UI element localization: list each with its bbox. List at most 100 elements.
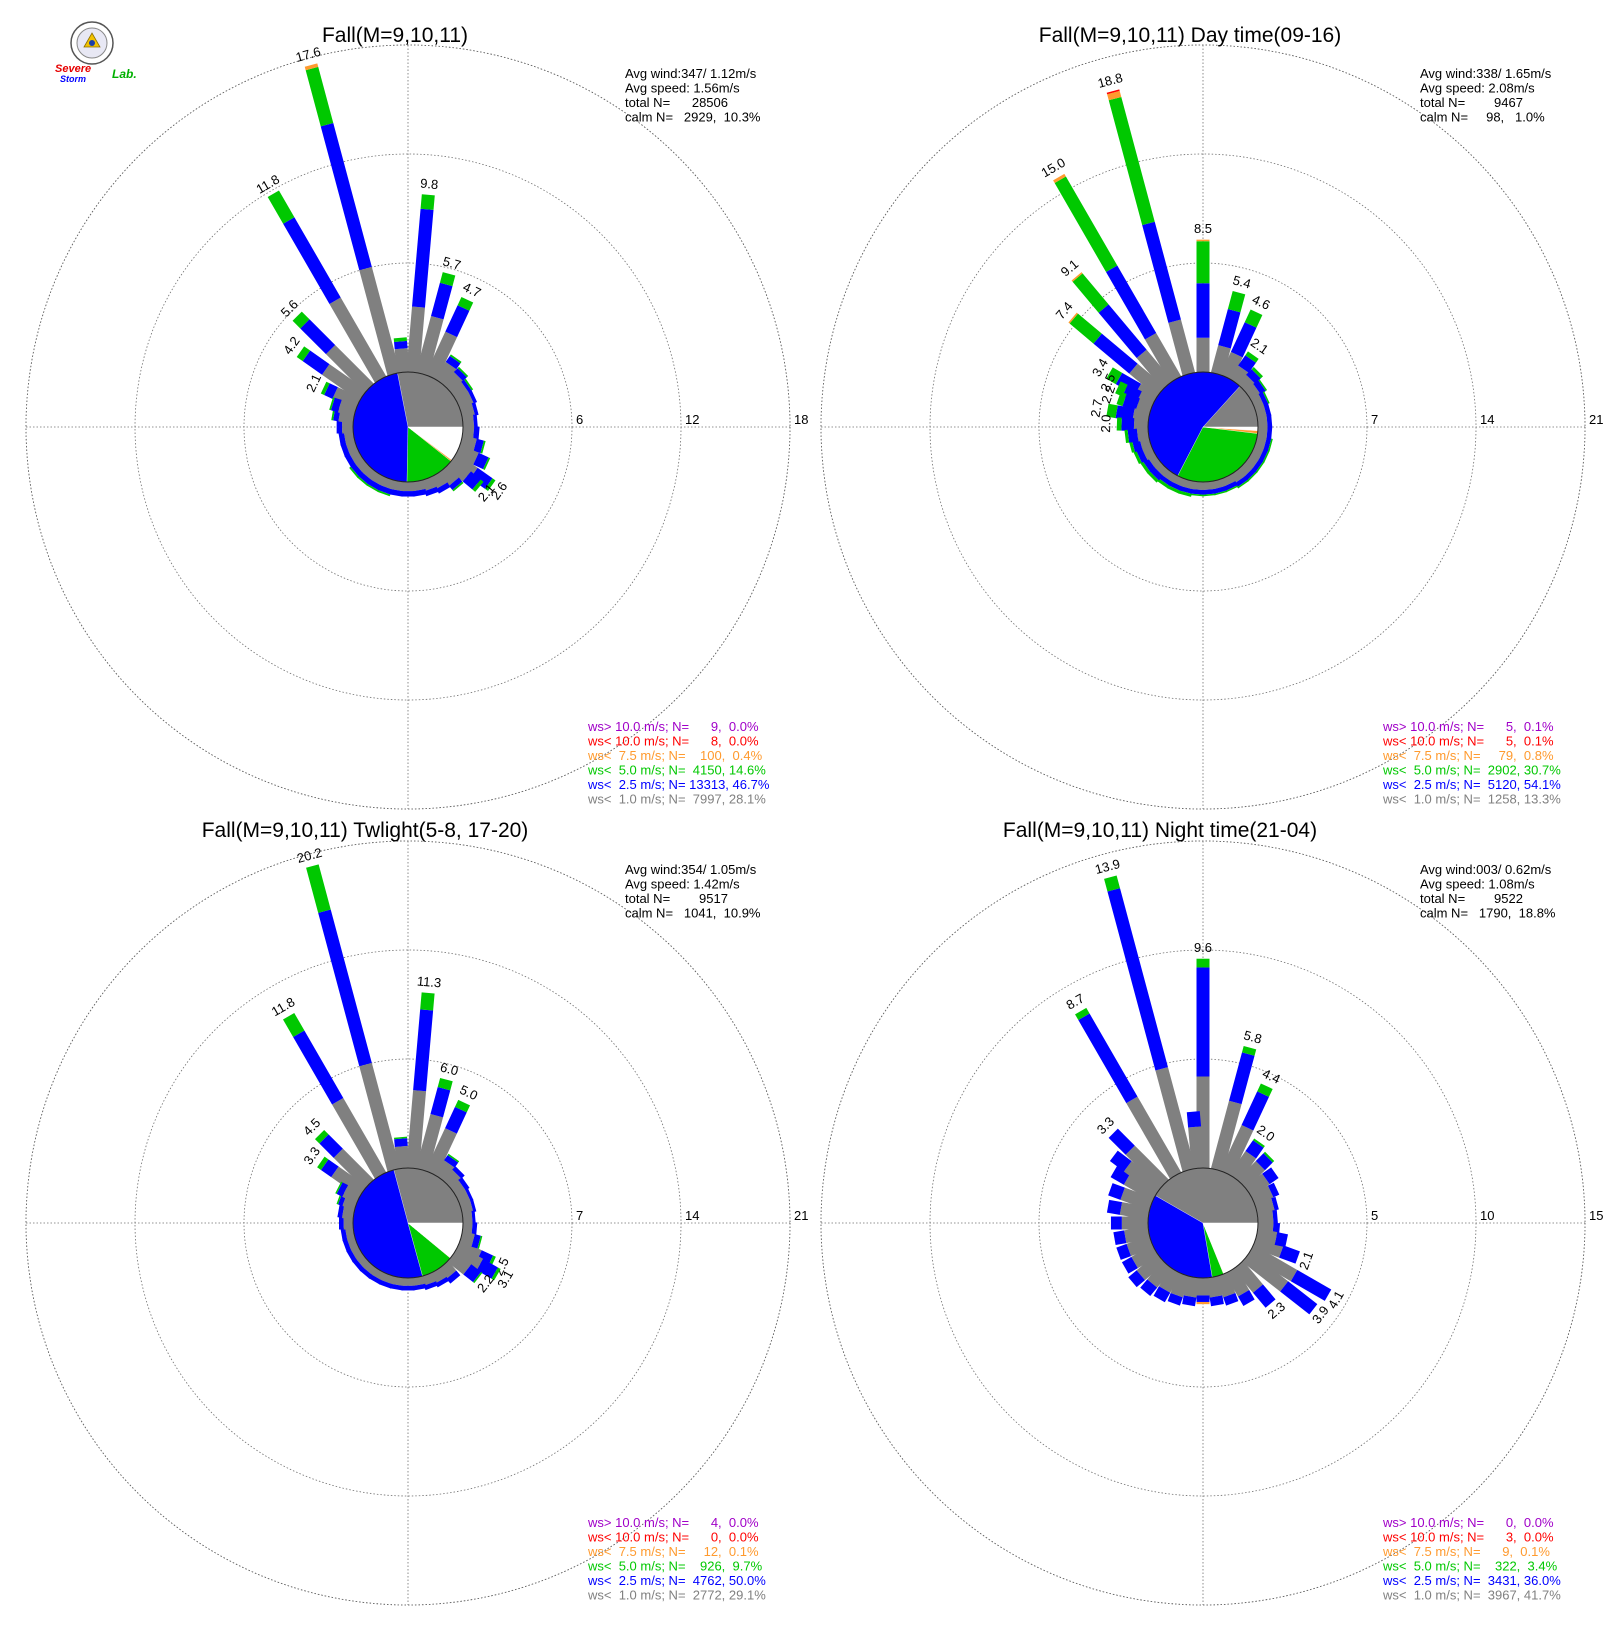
info-avg-wind: Avg wind:338/ 1.65m/s bbox=[1420, 66, 1552, 81]
bar-segment-ws_lt_2_5 bbox=[1153, 1286, 1171, 1303]
bar-segment-ws_lt_1 bbox=[1170, 1272, 1191, 1298]
bar-segment-ws_lt_7_5 bbox=[1053, 173, 1066, 184]
bar-segment-ws_lt_1 bbox=[452, 1244, 484, 1271]
bar-segment-ws_lt_5 bbox=[485, 478, 496, 491]
bar-label: 4.4 bbox=[1260, 1066, 1283, 1087]
bar-segment-ws_lt_1 bbox=[342, 420, 353, 434]
bar-segment-ws_lt_5 bbox=[457, 297, 474, 311]
bar-segment-ws_lt_1 bbox=[1121, 1216, 1148, 1230]
bar-segment-ws_lt_2_5 bbox=[358, 471, 372, 485]
bar-segment-ws_lt_5 bbox=[1116, 417, 1122, 431]
info-total: total N= 9522 bbox=[1420, 891, 1523, 906]
legend-entry-ws_lt_10: ws< 10.0 m/s; N= 3, 0.0% bbox=[1382, 1530, 1554, 1545]
bar-segment-ws_lt_1 bbox=[322, 364, 367, 401]
bar-segment-ws_lt_5 bbox=[1257, 1083, 1273, 1097]
bar-segment-ws_lt_2_5 bbox=[1128, 1270, 1146, 1288]
bar-segment-ws_lt_5 bbox=[1157, 478, 1170, 489]
bar-segment-ws_lt_2_5 bbox=[458, 1177, 470, 1191]
bar-segment-ws_lt_2_5 bbox=[412, 208, 434, 308]
bar-segment-ws_lt_5 bbox=[1190, 493, 1204, 497]
bar-segment-ws_lt_1 bbox=[1220, 1124, 1254, 1176]
bar-segment-ws_lt_2_5 bbox=[1243, 467, 1257, 481]
bar-segment-ws_lt_2_5 bbox=[461, 379, 472, 393]
bar-segment-ws_lt_5 bbox=[377, 490, 391, 497]
bar-segment-ws_lt_5 bbox=[1251, 366, 1264, 379]
bar-segment-ws_lt_2_5 bbox=[1234, 475, 1248, 488]
bar-segment-ws_lt_10 bbox=[1106, 89, 1120, 95]
bar-segment-ws_lt_1 bbox=[1136, 349, 1173, 390]
bar-segment-ws_lt_7_5 bbox=[1196, 1301, 1210, 1305]
bar-segment-ws_lt_2_5 bbox=[1107, 888, 1168, 1071]
bar-label: 9.8 bbox=[420, 176, 439, 193]
info-avg-speed: Avg speed: 1.08m/s bbox=[1420, 877, 1535, 892]
bar-segment-ws_lt_2_5 bbox=[1121, 1256, 1138, 1274]
bar-segment-ws_lt_1 bbox=[343, 430, 355, 445]
ring-label: 14 bbox=[1480, 412, 1494, 427]
calm-pie-outline bbox=[352, 371, 464, 483]
bar-segment-ws_lt_1 bbox=[359, 266, 401, 376]
bar-segment-ws_lt_5 bbox=[1225, 485, 1239, 493]
bar-segment-ws_lt_2_5 bbox=[378, 1279, 393, 1289]
bar-segment-ws_lt_2_5 bbox=[452, 1166, 465, 1179]
bar-segment-ws_lt_7_5 bbox=[304, 63, 319, 71]
bar-segment-ws_lt_2_5 bbox=[1251, 458, 1264, 472]
panel-title: Fall(M=9,10,11) bbox=[322, 24, 468, 47]
bar-segment-ws_lt_5 bbox=[1247, 471, 1258, 482]
bar-segment-ws_lt_2_5 bbox=[1078, 1013, 1138, 1104]
bar-segment-ws_lt_2_5 bbox=[1140, 1279, 1158, 1297]
bar-segment-ws_lt_2_5 bbox=[1142, 221, 1181, 323]
bar-segment-ws_lt_5 bbox=[1202, 493, 1216, 497]
bar-segment-ws_lt_2_5 bbox=[319, 1134, 343, 1158]
bar-segment-ws_lt_1 bbox=[415, 316, 444, 376]
bar-segment-ws_lt_5 bbox=[1128, 439, 1136, 453]
bar-segment-ws_lt_1 bbox=[434, 361, 457, 386]
bar-segment-ws_lt_2_5 bbox=[336, 420, 343, 434]
bar-segment-ws_lt_2_5 bbox=[468, 390, 478, 404]
bar-segment-ws_lt_1 bbox=[401, 1278, 415, 1286]
bar-segment-ws_lt_5 bbox=[314, 1129, 329, 1144]
bar-segment-ws_lt_1 bbox=[1126, 1096, 1182, 1179]
bar-segment-ws_lt_2_5 bbox=[471, 1234, 481, 1249]
bar-segment-ws_lt_1 bbox=[1255, 1228, 1278, 1245]
bar-segment-ws_lt_5 bbox=[366, 483, 379, 493]
bar-segment-ws_lt_2_5 bbox=[444, 1155, 459, 1168]
bar-segment-ws_lt_5 bbox=[1262, 391, 1270, 404]
bar-segment-ws_lt_2_5 bbox=[1158, 474, 1173, 486]
info-calm: calm N= 98, 1.0% bbox=[1420, 110, 1545, 125]
bar-segment-ws_lt_2_5 bbox=[1230, 322, 1257, 358]
logo-seal-center bbox=[89, 40, 95, 46]
bar-segment-ws_lt_2_5 bbox=[338, 431, 347, 446]
bar-segment-ws_lt_1 bbox=[1242, 1251, 1289, 1292]
bar-segment-ws_lt_1 bbox=[411, 480, 426, 492]
bar-segment-ws_lt_7_5 bbox=[1196, 239, 1210, 242]
bar-label: 5.7 bbox=[441, 254, 462, 273]
bar-segment-ws_lt_2_5 bbox=[1196, 967, 1210, 1077]
bar-segment-ws_lt_1 bbox=[342, 1185, 362, 1204]
bar-segment-ws_lt_2_5 bbox=[1218, 309, 1241, 349]
bar-segment-ws_lt_5 bbox=[1104, 875, 1121, 892]
bar-segment-ws_lt_2_5 bbox=[473, 452, 489, 470]
bar-segment-ws_lt_2_5 bbox=[320, 123, 372, 271]
bar-segment-ws_lt_2_5 bbox=[469, 1198, 477, 1213]
bar-label: 4.7 bbox=[461, 279, 484, 300]
bar-segment-ws_lt_1 bbox=[1188, 1126, 1205, 1169]
bar-segment-ws_lt_1 bbox=[462, 1210, 473, 1225]
bar-segment-ws_lt_1 bbox=[415, 1114, 444, 1172]
severe-storm-lab-logo: Severe Storm Lab. bbox=[55, 21, 137, 84]
bar-segment-ws_lt_1 bbox=[401, 482, 415, 492]
bar-segment-ws_lt_2_5 bbox=[1167, 1292, 1183, 1306]
bar-segment-ws_lt_5 bbox=[1075, 1007, 1090, 1021]
bar-segment-ws_lt_5 bbox=[483, 457, 491, 470]
bar-segment-ws_lt_2_5 bbox=[340, 1227, 348, 1242]
bar-segment-ws_lt_5 bbox=[1106, 403, 1118, 419]
bar-label: 5.0 bbox=[457, 1082, 480, 1103]
bar-segment-ws_lt_2_5 bbox=[1196, 283, 1210, 338]
ring-label: 21 bbox=[1589, 412, 1603, 427]
bar-segment-ws_lt_1 bbox=[1215, 1272, 1236, 1298]
bar-segment-ws_lt_2_5 bbox=[324, 383, 338, 399]
logo-text-storm: Storm bbox=[60, 74, 86, 84]
bar-segment-ws_lt_5 bbox=[1258, 379, 1268, 391]
legend-entry-ws_lt_2_5: ws< 2.5 m/s; N= 5120, 54.1% bbox=[1382, 777, 1561, 792]
bar-segment-ws_lt_1 bbox=[447, 1251, 472, 1275]
bar-segment-ws_lt_2_5 bbox=[394, 340, 408, 350]
